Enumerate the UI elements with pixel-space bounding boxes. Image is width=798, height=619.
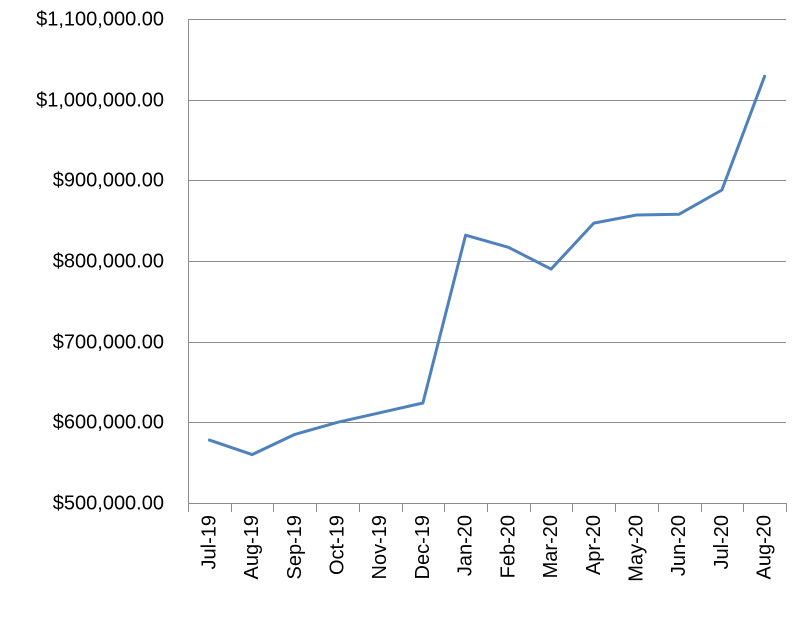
y-tick-label: $1,100,000.00	[36, 9, 164, 31]
x-tick-label: Apr-20	[583, 515, 605, 575]
y-tick-label: $1,000,000.00	[36, 90, 164, 112]
x-tick-label: Jul-20	[711, 515, 733, 569]
x-tick-label: Sep-19	[284, 515, 306, 580]
x-tick-label: Nov-19	[369, 515, 391, 579]
x-tick-label: Jun-20	[668, 515, 690, 576]
series-line	[207, 74, 767, 457]
y-tick-label: $600,000.00	[53, 412, 164, 434]
gridlines	[188, 19, 786, 504]
x-tick-label: Mar-20	[540, 515, 562, 578]
x-tick-label: May-20	[626, 515, 648, 582]
x-tick-label: Feb-20	[497, 515, 519, 578]
x-tick-label: Aug-19	[241, 515, 263, 580]
y-tick-label: $900,000.00	[53, 170, 164, 192]
x-axis-tick-labels: Jul-19 Aug-19 Sep-19 Oct-19 Nov-19 Dec-19 Jan-…	[198, 515, 775, 582]
y-tick-label: $500,000.00	[53, 493, 164, 515]
x-tick-label: Jul-19	[198, 515, 220, 569]
y-tick-label: $800,000.00	[53, 251, 164, 273]
x-tick-label: Jan-20	[455, 515, 477, 576]
x-tick-label: Aug-20	[754, 515, 776, 580]
y-axis-tick-labels: $500,000.00 $600,000.00 $700,000.00 $800,00…	[36, 9, 164, 515]
series-group	[207, 74, 767, 457]
y-tick-label: $700,000.00	[53, 332, 164, 354]
x-axis	[188, 19, 787, 512]
x-tick-label: Dec-19	[412, 515, 434, 579]
x-tick-label: Oct-19	[327, 515, 349, 575]
